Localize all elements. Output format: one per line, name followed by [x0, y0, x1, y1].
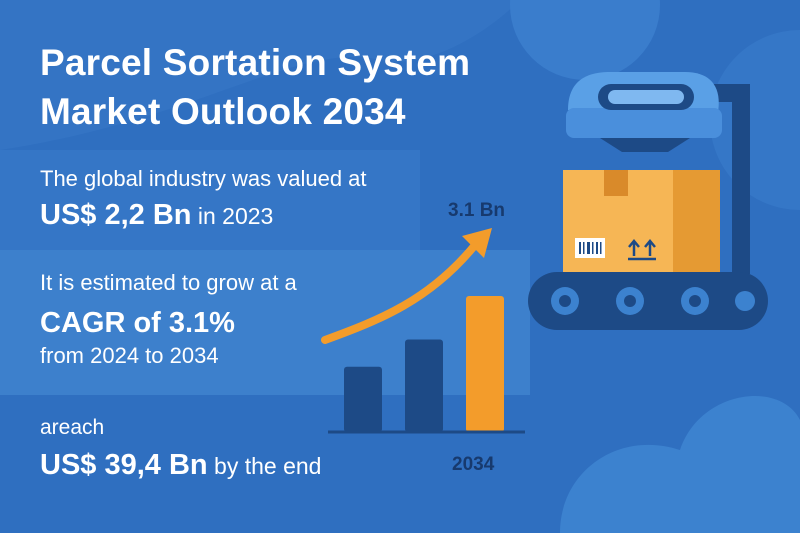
fact-2-value-rest: from 2024 to 2034: [40, 343, 219, 368]
fact-1-label: The global industry was valued at: [40, 166, 367, 191]
title-line-1: Parcel Sortation System: [40, 42, 471, 83]
growth-bar-chart: [344, 296, 504, 432]
fact-2-label: It is estimated to grow at a: [40, 270, 297, 295]
scanner-icon: [566, 72, 750, 274]
fact-3-value: US$ 39,4 Bn by the end: [40, 449, 321, 482]
parcel-box-icon: [563, 170, 720, 272]
conveyor-icon: [528, 272, 768, 330]
fact-1-value: US$ 2,2 Bn in 2023: [40, 199, 273, 232]
chart-bar-2: [405, 339, 443, 432]
chart-bar-1: [344, 366, 382, 432]
chart-value-label: 3.1 Bn: [448, 200, 506, 221]
page-title: Parcel Sortation System Market Outlook 2…: [40, 38, 470, 136]
title-line-2: Market Outlook 2034: [40, 91, 406, 132]
chart-bar-3: [466, 296, 504, 432]
fact-3-label: areach: [40, 416, 105, 439]
chart-year-label: 2034: [452, 454, 495, 475]
fact-2-value-bold: CAGR of 3.1%: [40, 307, 235, 339]
fact-3-value-bold: US$ 39,4 Bn: [40, 449, 208, 481]
barcode-icon: [575, 238, 605, 258]
growth-arrow-icon: [321, 228, 492, 344]
this-side-up-icon: [628, 239, 656, 261]
fact-1-value-bold: US$ 2,2 Bn: [40, 199, 192, 231]
fact-3-value-rest: by the end: [207, 453, 322, 479]
fact-1-value-rest: in 2023: [191, 203, 274, 229]
